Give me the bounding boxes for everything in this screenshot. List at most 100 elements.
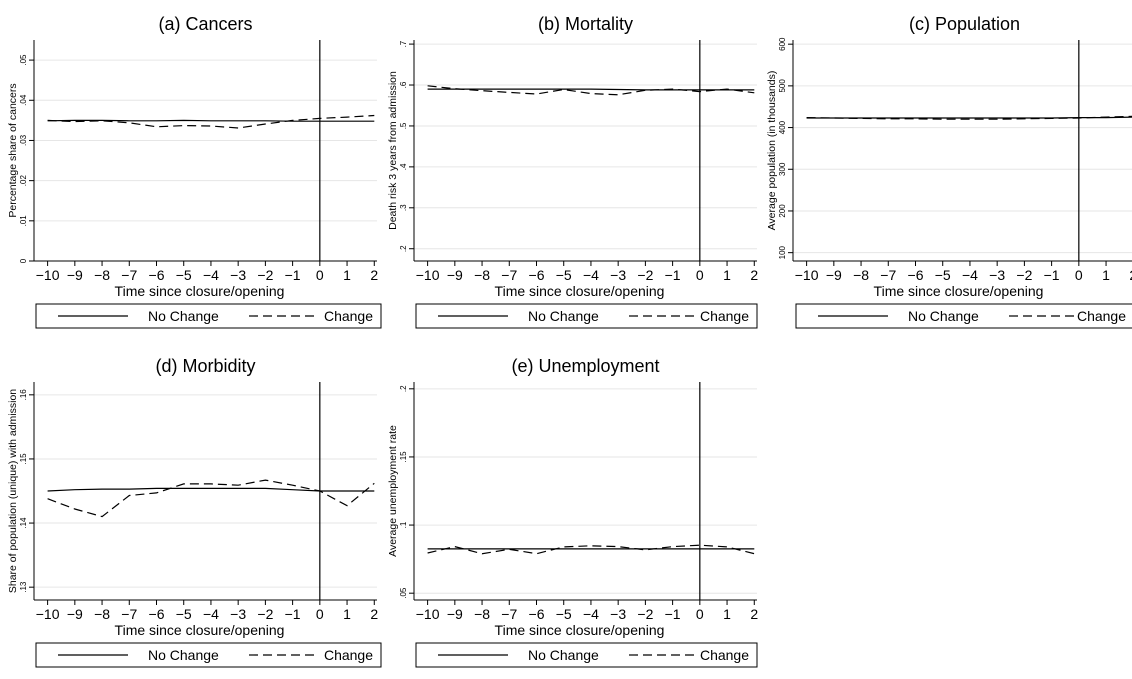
y-tick-label: .15: [399, 451, 408, 463]
x-tick-label: 0: [696, 267, 704, 283]
x-tick-label: −5: [935, 267, 951, 283]
x-tick-label: −4: [203, 606, 219, 622]
y-tick-label: .13: [19, 581, 28, 593]
y-tick-label: .16: [19, 389, 28, 401]
x-tick-label: −4: [962, 267, 978, 283]
x-tick-label: −3: [230, 606, 246, 622]
y-tick-label: .14: [19, 517, 28, 529]
series-line-change: [47, 114, 375, 129]
x-axis-label: Time since closure/opening: [495, 283, 665, 299]
y-tick-label: .1: [399, 521, 408, 528]
y-tick-label: .01: [19, 215, 28, 227]
y-axis-label: Share of population (unique) with admiss…: [7, 389, 19, 593]
legend-label: Change: [324, 647, 373, 663]
y-tick-label: 0: [19, 258, 28, 263]
x-tick-label: −6: [908, 267, 924, 283]
y-tick-label: .7: [399, 40, 408, 47]
panel-4: (e) Unemployment.05.1.15.2−10 −9 −8 −7 −6 −5−…: [387, 356, 758, 668]
x-tick-label: −6: [529, 267, 545, 283]
x-tick-label: −10: [795, 267, 819, 283]
x-tick-label: −6: [149, 606, 165, 622]
x-tick-label: 1: [1102, 267, 1110, 283]
x-tick-label: −1: [285, 267, 301, 283]
x-tick-label: 2: [750, 267, 758, 283]
x-tick-label: −6: [529, 606, 545, 622]
series-line-no-change: [47, 119, 375, 122]
y-tick-label: .6: [399, 81, 408, 88]
series-line-no-change: [427, 88, 755, 91]
x-tick-label: 2: [750, 606, 758, 622]
x-tick-label: −10: [36, 267, 60, 283]
x-tick-label: −3: [989, 267, 1005, 283]
x-tick-label: −1: [665, 606, 681, 622]
x-tick-label: 0: [696, 606, 704, 622]
x-tick-label: −2: [1016, 267, 1032, 283]
legend-label: No Change: [148, 647, 219, 663]
x-tick-label: −7: [880, 267, 896, 283]
x-tick-label: −2: [637, 606, 653, 622]
x-tick-label: −9: [67, 267, 83, 283]
x-tick-label: −10: [416, 606, 440, 622]
y-tick-label: 200: [778, 204, 787, 218]
x-tick-label: 2: [370, 606, 378, 622]
x-tick-label: −3: [610, 267, 626, 283]
y-axis-label: Average unemployment rate: [387, 425, 399, 557]
y-tick-label: 600: [778, 37, 787, 51]
legend: No Change Change: [35, 642, 382, 668]
series-line-change: [806, 115, 1132, 120]
y-tick-label: .5: [399, 122, 408, 129]
panel-title: (c) Population: [909, 14, 1020, 34]
x-tick-label: −9: [826, 267, 842, 283]
y-tick-label: .2: [399, 245, 408, 252]
y-tick-label: .03: [19, 134, 28, 146]
x-tick-label: 0: [316, 267, 324, 283]
x-tick-label: 1: [723, 267, 731, 283]
panel-title: (a) Cancers: [158, 14, 252, 34]
legend-label: No Change: [528, 308, 599, 324]
x-axis-label: Time since closure/opening: [115, 622, 285, 638]
panel-1: (b) Mortality.2.3.4.5.6.7−10 −9 −8 −7 −6 −5 −4…: [387, 14, 758, 329]
legend-label: Change: [700, 647, 749, 663]
y-tick-label: .15: [19, 453, 28, 465]
series-line-change: [427, 85, 755, 96]
panel-title: (d) Morbidity: [155, 356, 255, 376]
x-tick-label: −5: [556, 267, 572, 283]
x-tick-label: −8: [474, 606, 490, 622]
legend-label: No Change: [528, 647, 599, 663]
y-tick-label: .2: [399, 385, 408, 392]
x-tick-label: −9: [447, 606, 463, 622]
y-tick-label: .02: [19, 175, 28, 187]
x-tick-label: −2: [257, 606, 273, 622]
x-tick-label: −4: [203, 267, 219, 283]
x-tick-label: −7: [121, 267, 137, 283]
y-axis-label: Percentage share of cancers: [7, 83, 19, 217]
x-tick-label: −5: [176, 267, 192, 283]
legend: No Change Change: [795, 303, 1132, 329]
x-tick-label: 0: [1075, 267, 1083, 283]
x-tick-label: −8: [94, 267, 110, 283]
x-tick-label: −6: [149, 267, 165, 283]
x-tick-label: −8: [853, 267, 869, 283]
x-tick-label: −9: [67, 606, 83, 622]
legend: No Change Change: [415, 642, 758, 668]
y-tick-label: .3: [399, 204, 408, 211]
legend: No Change Change: [415, 303, 758, 329]
panel-3: (d) Morbidity.13.14.15.16−10 −9 −8 −7 −6 −5 −4…: [7, 356, 382, 668]
x-tick-label: −7: [501, 606, 517, 622]
x-tick-label: 1: [723, 606, 731, 622]
x-tick-label: −3: [610, 606, 626, 622]
y-tick-label: .05: [399, 587, 408, 599]
x-tick-label: −10: [416, 267, 440, 283]
x-tick-label: −2: [257, 267, 273, 283]
x-tick-label: −2: [637, 267, 653, 283]
x-tick-label: −4: [583, 606, 599, 622]
x-tick-label: −5: [176, 606, 192, 622]
x-tick-label: −8: [474, 267, 490, 283]
series-line-change: [47, 479, 375, 518]
x-tick-label: −4: [583, 267, 599, 283]
x-axis-label: Time since closure/opening: [874, 283, 1044, 299]
x-tick-label: −8: [94, 606, 110, 622]
y-axis-label: Death risk 3 years from admission: [387, 71, 399, 230]
